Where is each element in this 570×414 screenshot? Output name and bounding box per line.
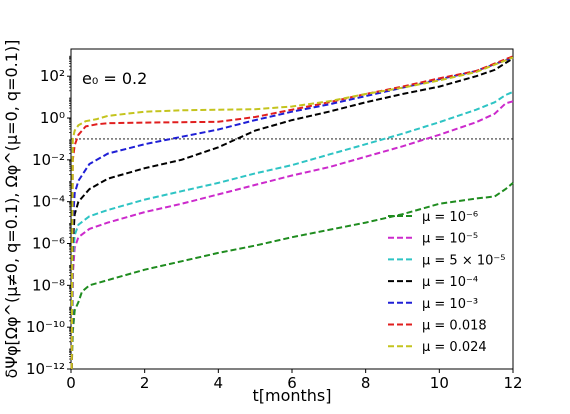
legend-label: μ = 10⁻⁴ [422,275,478,290]
x-tick-label: 0 [66,374,76,392]
legend-label: μ = 10⁻³ [422,297,478,312]
legend-label: μ = 10⁻⁶ [422,210,478,225]
legend-label: μ = 0.018 [422,319,487,334]
x-tick-label: 8 [361,374,371,392]
y-tick-label: 10⁻¹⁰ [26,318,65,336]
x-axis-label: t[months] [252,386,331,405]
x-tick-label: 6 [287,374,297,392]
y-axis-label: δΨφ[Ωφ^(μ≠0, q=0.1), Ωφ^(μ=0, q=0.1)] [2,40,21,379]
y-tick-label: 10⁰ [40,109,65,127]
series-line-0 [70,182,514,370]
y-tick-label: 10⁻¹² [26,360,65,378]
annotation-e0: e₀ = 0.2 [82,69,147,88]
x-axis: 0 2 4 6 8 10 12 [66,369,523,392]
legend-label: μ = 0.024 [422,340,487,355]
y-tick-label: 10⁻⁶ [32,235,65,253]
y-tick-label: 10⁻² [32,151,65,169]
y-tick-label: 10⁻⁴ [32,193,65,211]
legend-label: μ = 10⁻⁵ [422,232,478,247]
y-axis: 10⁻¹² 10⁻¹⁰ 10⁻⁸ 10⁻⁶ 10⁻⁴ 10⁻² 10⁰ 10² [26,55,71,378]
x-tick-label: 10 [430,374,449,392]
series-line-6 [70,56,514,370]
legend-label: μ = 5 × 10⁻⁵ [422,253,505,268]
series-line-5 [70,55,514,370]
series-line-1 [70,100,514,370]
legend: μ = 10⁻⁶ μ = 10⁻⁵ μ = 5 × 10⁻⁵ μ = 10⁻⁴ μ = … [388,210,505,355]
x-tick-label: 12 [503,374,522,392]
series-layer [70,55,514,370]
x-tick-label: 4 [214,374,224,392]
series-line-3 [70,57,514,370]
x-tick-label: 2 [140,374,150,392]
y-tick-label: 10² [40,67,65,85]
y-tick-label: 10⁻⁸ [32,276,65,294]
series-line-2 [70,90,514,370]
